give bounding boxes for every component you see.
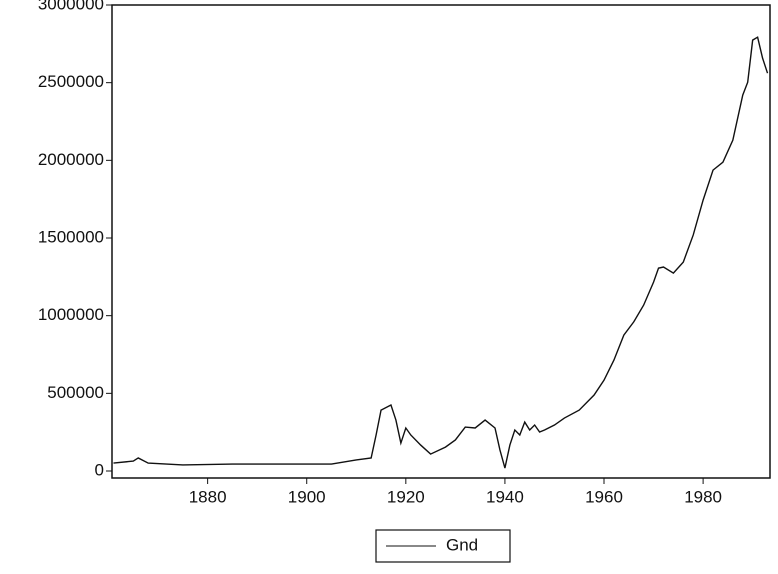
x-tick-label: 1900: [288, 487, 326, 506]
y-tick-label: 0: [95, 460, 104, 479]
y-tick-label: 1000000: [38, 305, 104, 324]
y-tick-label: 1500000: [38, 227, 104, 246]
y-tick-label: 3000000: [38, 0, 104, 13]
y-tick-label: 2000000: [38, 150, 104, 169]
x-tick-label: 1960: [585, 487, 623, 506]
y-tick-label: 500000: [47, 383, 104, 402]
x-tick-label: 1920: [387, 487, 425, 506]
y-tick-label: 2500000: [38, 72, 104, 91]
x-tick-label: 1980: [684, 487, 722, 506]
x-tick-label: 1940: [486, 487, 524, 506]
x-tick-label: 1880: [189, 487, 227, 506]
series-line: [113, 36, 769, 469]
legend-label: Gnd: [446, 535, 478, 554]
plot-frame: [111, 4, 771, 479]
